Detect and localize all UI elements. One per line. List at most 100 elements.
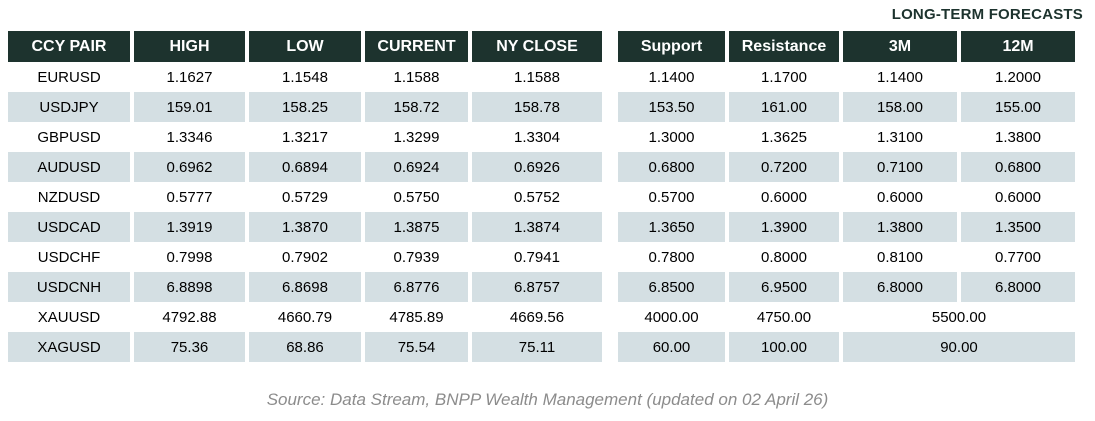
header-row: CCY PAIR HIGH LOW CURRENT NY CLOSE Suppo…	[8, 31, 1075, 62]
header-low: LOW	[249, 31, 361, 62]
column-gap-spacer	[606, 122, 614, 152]
resistance-cell: 6.9500	[729, 272, 839, 302]
pair-cell: XAGUSD	[8, 332, 130, 362]
high-cell: 0.7998	[134, 242, 245, 272]
ny-close-cell: 0.7941	[472, 242, 602, 272]
pair-cell: NZDUSD	[8, 182, 130, 212]
column-gap-spacer	[606, 272, 614, 302]
current-cell: 1.3299	[365, 122, 468, 152]
low-cell: 1.3870	[249, 212, 361, 242]
low-cell: 6.8698	[249, 272, 361, 302]
table-row: USDJPY 159.01 158.25 158.72 158.78 153.50 161.…	[8, 92, 1075, 122]
forecast-3m-cell: 0.6000	[843, 182, 957, 212]
column-gap-spacer	[606, 332, 614, 362]
pair-cell: AUDUSD	[8, 152, 130, 182]
ny-close-cell: 0.5752	[472, 182, 602, 212]
support-cell: 6.8500	[618, 272, 725, 302]
low-cell: 1.1548	[249, 62, 361, 92]
pair-cell: XAUUSD	[8, 302, 130, 332]
low-cell: 0.7902	[249, 242, 361, 272]
column-gap-spacer	[606, 182, 614, 212]
resistance-cell: 1.3625	[729, 122, 839, 152]
ny-close-cell: 75.11	[472, 332, 602, 362]
support-cell: 0.6800	[618, 152, 725, 182]
pair-cell: GBPUSD	[8, 122, 130, 152]
long-term-forecasts-label: LONG-TERM FORECASTS	[891, 6, 1083, 23]
column-gap-spacer	[606, 92, 614, 122]
resistance-cell: 1.3900	[729, 212, 839, 242]
support-cell: 60.00	[618, 332, 725, 362]
current-cell: 158.72	[365, 92, 468, 122]
column-gap-spacer	[606, 242, 614, 272]
resistance-cell: 100.00	[729, 332, 839, 362]
high-cell: 159.01	[134, 92, 245, 122]
high-cell: 1.3346	[134, 122, 245, 152]
forecast-12m-cell: 0.6800	[961, 152, 1075, 182]
pair-cell: USDCNH	[8, 272, 130, 302]
header-support: Support	[618, 31, 725, 62]
column-gap-spacer	[606, 302, 614, 332]
forecast-3m-cell: 0.8100	[843, 242, 957, 272]
ny-close-cell: 1.3874	[472, 212, 602, 242]
support-cell: 0.7800	[618, 242, 725, 272]
forecast-12m-cell: 6.8000	[961, 272, 1075, 302]
low-cell: 68.86	[249, 332, 361, 362]
forecast-merged-cell: 90.00	[843, 332, 1075, 362]
resistance-cell: 0.6000	[729, 182, 839, 212]
table-row: USDCAD 1.3919 1.3870 1.3875 1.3874 1.3650 1.39…	[8, 212, 1075, 242]
ny-close-cell: 4669.56	[472, 302, 602, 332]
table-header: CCY PAIR HIGH LOW CURRENT NY CLOSE Suppo…	[8, 31, 1075, 62]
column-gap-spacer	[606, 212, 614, 242]
pair-cell: USDCAD	[8, 212, 130, 242]
ny-close-cell: 1.3304	[472, 122, 602, 152]
table-row: EURUSD 1.1627 1.1548 1.1588 1.1588 1.1400 1.17…	[8, 62, 1075, 92]
high-cell: 0.6962	[134, 152, 245, 182]
column-gap-spacer	[606, 152, 614, 182]
support-cell: 1.1400	[618, 62, 725, 92]
pair-cell: USDCHF	[8, 242, 130, 272]
table-row: XAUUSD 4792.88 4660.79 4785.89 4669.56 4000.0…	[8, 302, 1075, 332]
low-cell: 1.3217	[249, 122, 361, 152]
table-row: GBPUSD 1.3346 1.3217 1.3299 1.3304 1.3000 1.36…	[8, 122, 1075, 152]
forecast-3m-cell: 0.7100	[843, 152, 957, 182]
forecast-12m-cell: 0.6000	[961, 182, 1075, 212]
header-high: HIGH	[134, 31, 245, 62]
current-cell: 1.1588	[365, 62, 468, 92]
forecast-merged-cell: 5500.00	[843, 302, 1075, 332]
column-gap-spacer	[606, 31, 614, 62]
fx-forecast-table: CCY PAIR HIGH LOW CURRENT NY CLOSE Suppo…	[4, 31, 1079, 362]
resistance-cell: 161.00	[729, 92, 839, 122]
support-cell: 4000.00	[618, 302, 725, 332]
current-cell: 0.7939	[365, 242, 468, 272]
low-cell: 158.25	[249, 92, 361, 122]
pair-cell: EURUSD	[8, 62, 130, 92]
support-cell: 1.3650	[618, 212, 725, 242]
fx-table-body: EURUSD 1.1627 1.1548 1.1588 1.1588 1.1400 1.17…	[8, 62, 1075, 362]
low-cell: 4660.79	[249, 302, 361, 332]
column-gap-spacer	[606, 62, 614, 92]
table-row: XAGUSD 75.36 68.86 75.54 75.11 60.00 100.00 90.…	[8, 332, 1075, 362]
current-cell: 4785.89	[365, 302, 468, 332]
high-cell: 1.3919	[134, 212, 245, 242]
forecast-12m-cell: 1.3800	[961, 122, 1075, 152]
forecast-3m-cell: 6.8000	[843, 272, 957, 302]
forecast-3m-cell: 1.1400	[843, 62, 957, 92]
support-cell: 1.3000	[618, 122, 725, 152]
resistance-cell: 4750.00	[729, 302, 839, 332]
pair-cell: USDJPY	[8, 92, 130, 122]
current-cell: 0.5750	[365, 182, 468, 212]
forecast-3m-cell: 1.3100	[843, 122, 957, 152]
forecast-12m-cell: 155.00	[961, 92, 1075, 122]
current-cell: 0.6924	[365, 152, 468, 182]
header-12m: 12M	[961, 31, 1075, 62]
high-cell: 4792.88	[134, 302, 245, 332]
header-ny-close: NY CLOSE	[472, 31, 602, 62]
resistance-cell: 1.1700	[729, 62, 839, 92]
forecast-12m-cell: 1.3500	[961, 212, 1075, 242]
current-cell: 75.54	[365, 332, 468, 362]
header-current: CURRENT	[365, 31, 468, 62]
ny-close-cell: 158.78	[472, 92, 602, 122]
high-cell: 75.36	[134, 332, 245, 362]
ny-close-cell: 1.1588	[472, 62, 602, 92]
